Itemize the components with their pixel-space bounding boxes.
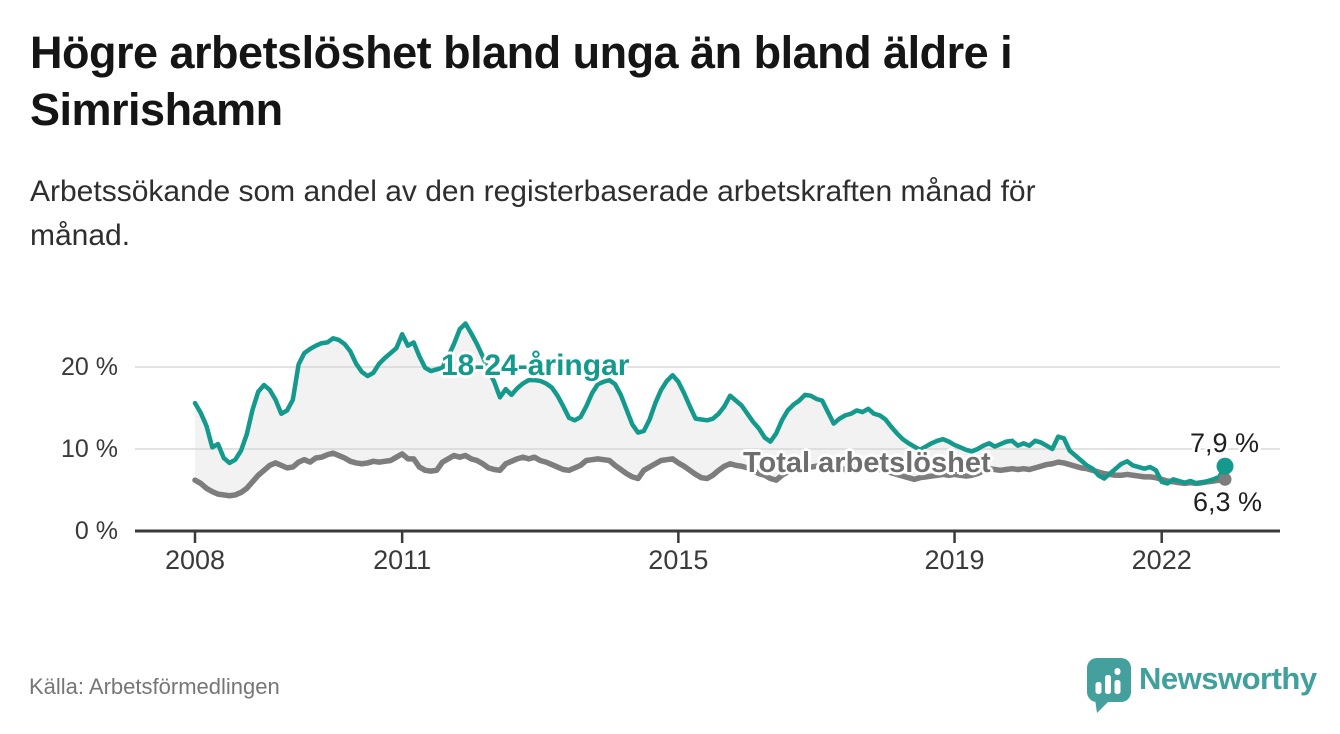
y-axis-tick-label: 10 % [61, 435, 118, 463]
subtitle-line-1: Arbetssökande som andel av den registerb… [30, 175, 1036, 208]
chart-subtitle: Arbetssökande som andel av den registerb… [30, 170, 1260, 258]
x-axis-tick-label: 2019 [924, 545, 985, 575]
subtitle-line-2: månad. [30, 219, 131, 252]
newsworthy-logo-text: Newsworthy [1139, 661, 1317, 696]
title-line-1: Högre arbetslöshet bland unga än bland ä… [30, 27, 1013, 78]
title-line-2: Simrishamn [30, 84, 283, 135]
newsworthy-logo: Newsworthy [1086, 656, 1317, 716]
y-axis-tick-label: 0 % [74, 517, 118, 545]
end-value-label-total: 6,3 % [1193, 487, 1263, 517]
page-title: Högre arbetslöshet bland unga än bland ä… [30, 24, 1320, 138]
x-axis-tick-label: 2022 [1131, 545, 1192, 575]
x-axis-tick-label: 2011 [373, 545, 432, 575]
series-label-total: Total arbetslöshet [743, 447, 991, 479]
end-value-label-young: 7,9 % [1190, 428, 1260, 458]
y-axis-tick-label: 20 % [61, 353, 118, 381]
newsworthy-logo-icon [1087, 658, 1131, 713]
x-axis-tick-label: 2008 [164, 545, 226, 575]
series-label-young: 18-24-åringar [441, 349, 630, 382]
x-axis-tick-label: 2015 [648, 545, 709, 575]
source-note: Källa: Arbetsförmedlingen [29, 674, 280, 699]
